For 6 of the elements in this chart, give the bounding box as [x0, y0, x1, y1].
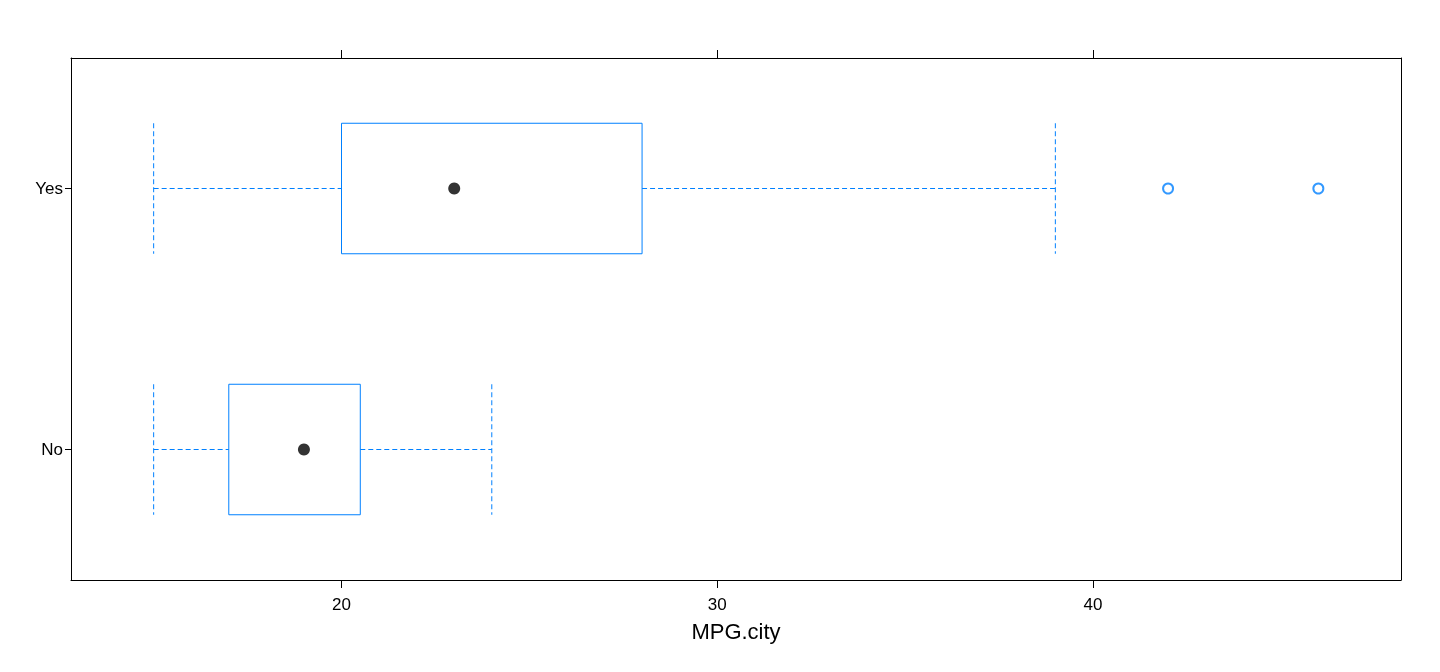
- y-tick-label: No: [41, 440, 63, 459]
- x-axis-title: MPG.city: [691, 618, 781, 644]
- y-tick-label: Yes: [35, 179, 63, 198]
- x-tick-label: 40: [1083, 595, 1103, 614]
- x-tick-label: 30: [707, 595, 727, 614]
- x-tick-label: 20: [332, 595, 351, 614]
